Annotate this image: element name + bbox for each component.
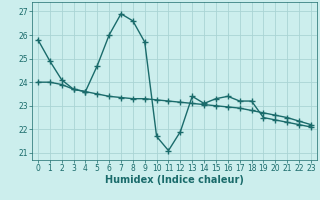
X-axis label: Humidex (Indice chaleur): Humidex (Indice chaleur) <box>105 175 244 185</box>
